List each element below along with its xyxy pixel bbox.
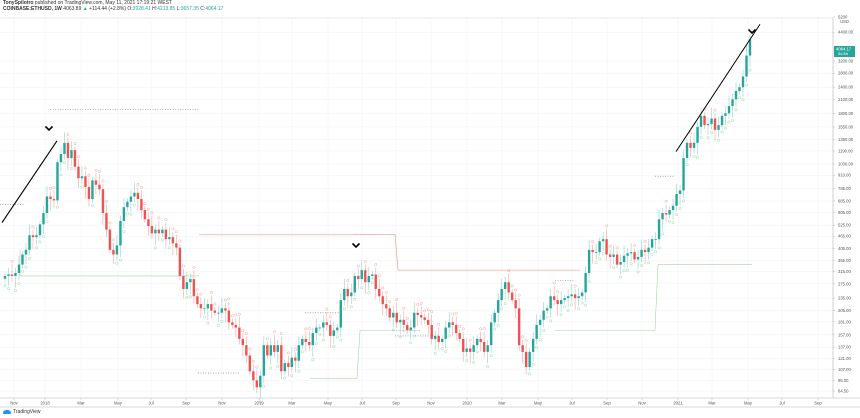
author-name[interactable]: TonySpilotro (3, 0, 34, 6)
time-tick: May (534, 401, 543, 406)
price-tick: 137.00 (838, 345, 851, 350)
price-tick: 181.00 (838, 319, 851, 324)
time-tick: 2020 (462, 401, 472, 406)
price-tick: 2800.00 (838, 71, 854, 76)
up-arrow-icon: ▲ (82, 6, 88, 12)
tdst-levels (0, 109, 752, 379)
trendline-2021 (675, 23, 761, 152)
annotations (1, 23, 761, 249)
time-tick: Mar (77, 401, 85, 406)
price-tick: 3200.00 (838, 59, 854, 64)
published-text: published on TradingView.com, May 11, 20… (34, 0, 172, 6)
price-tick: 785.00 (838, 186, 851, 191)
price-tick: 1800.00 (838, 111, 854, 116)
price-tick: 2400.00 (838, 85, 854, 90)
candlesticks (3, 34, 752, 399)
time-tick: May (114, 401, 123, 406)
price-tick: 525.00 (838, 223, 851, 228)
publish-line: TonySpilotro published on TradingView.co… (3, 0, 223, 6)
price-tick: 355.00 (838, 258, 851, 263)
close-value: 4064.17 (205, 6, 224, 12)
time-tick: Sep (814, 401, 822, 406)
high-label: H: (152, 6, 158, 12)
price-tick: 2100.00 (838, 97, 854, 102)
time-tick: Jul (569, 401, 574, 406)
price-tick: 121.00 (838, 356, 851, 361)
time-axis[interactable]: Nov 2018 Mar May Jul Sep Nov 2019 Mar May Jul Sep No… (10, 398, 822, 406)
tradingview-logo[interactable]: TradingView (3, 409, 41, 415)
high-value: 4213.85 (157, 6, 176, 12)
price-tick: 605.00 (838, 210, 851, 215)
low-label: L: (176, 6, 181, 12)
chart-header: TonySpilotro published on TradingView.co… (3, 0, 223, 12)
trendline-2018 (1, 140, 58, 223)
price-change: +114.44 (+2.8%) (89, 6, 126, 12)
time-tick: Nov (10, 401, 18, 406)
cloud-icon (3, 410, 11, 414)
price-tick: 1350.00 (838, 137, 854, 142)
svg-text:4064.17: 4064.17 (836, 47, 852, 52)
currency-label: USD (840, 19, 849, 24)
time-tick: Nov (218, 401, 226, 406)
price-tick: 315.00 (838, 269, 851, 274)
time-tick: Mar (498, 401, 506, 406)
close-label: C: (200, 6, 206, 12)
time-tick: May (324, 401, 333, 406)
price-tick: 157.00 (838, 332, 851, 337)
time-tick: Sep (603, 401, 611, 406)
symbol-label: COINBASE:ETHUSD, 1W (3, 6, 62, 12)
time-tick: 2018 (40, 401, 50, 406)
price-axis[interactable]: 5200 4400.00 3200.00 2800.00 2400.00 2100.00 1… (833, 15, 854, 394)
time-tick: 2021 (673, 401, 683, 406)
svg-text:5d 8h: 5d 8h (838, 51, 848, 56)
time-tick: Mar (288, 401, 296, 406)
low-value: 3657.35 (180, 6, 199, 12)
price-tick: 910.00 (838, 173, 851, 178)
logo-text: TradingView (13, 409, 41, 415)
time-tick: Jul (359, 401, 364, 406)
time-tick: May (744, 401, 753, 406)
price-tick: 685.00 (838, 199, 851, 204)
time-tick: 2019 (254, 401, 264, 406)
sell-chevron-2021 (747, 28, 757, 35)
time-tick: Jul (779, 401, 784, 406)
sell-chevron-2019 (351, 242, 361, 249)
open-value: 3928.41 (132, 6, 151, 12)
price-tick: 4400.00 (838, 30, 854, 35)
time-tick: Jul (148, 401, 153, 406)
price-tick: 235.00 (838, 296, 851, 301)
price-tick: 95.00 (838, 378, 849, 383)
price-tick: 1190.00 (838, 148, 853, 153)
price-tick: 1550.00 (838, 124, 854, 129)
last-price: 4063.89 (63, 6, 82, 12)
price-tick: 5200 (838, 15, 848, 20)
symbol-line: COINBASE:ETHUSD, 1W 4063.89 ▲ +114.44 (+… (3, 6, 223, 12)
price-tick: 205.00 (838, 308, 851, 313)
open-label: O: (127, 6, 133, 12)
price-tick: 1030.00 (838, 161, 854, 166)
time-tick: Mar (708, 401, 716, 406)
time-tick: Nov (638, 401, 646, 406)
price-tick: 107.00 (838, 367, 851, 372)
td-counts (3, 68, 752, 404)
price-tick: 275.00 (838, 281, 851, 286)
time-tick: Sep (182, 401, 190, 406)
time-tick: Sep (392, 401, 400, 406)
price-tick: 465.00 (838, 234, 851, 239)
current-price-tag: 4064.17 5d 8h (834, 46, 855, 57)
time-tick: Nov (427, 401, 435, 406)
price-tick: 84.50 (838, 389, 849, 394)
sell-chevron-2018 (44, 125, 54, 132)
price-tick: 405.00 (838, 246, 851, 251)
